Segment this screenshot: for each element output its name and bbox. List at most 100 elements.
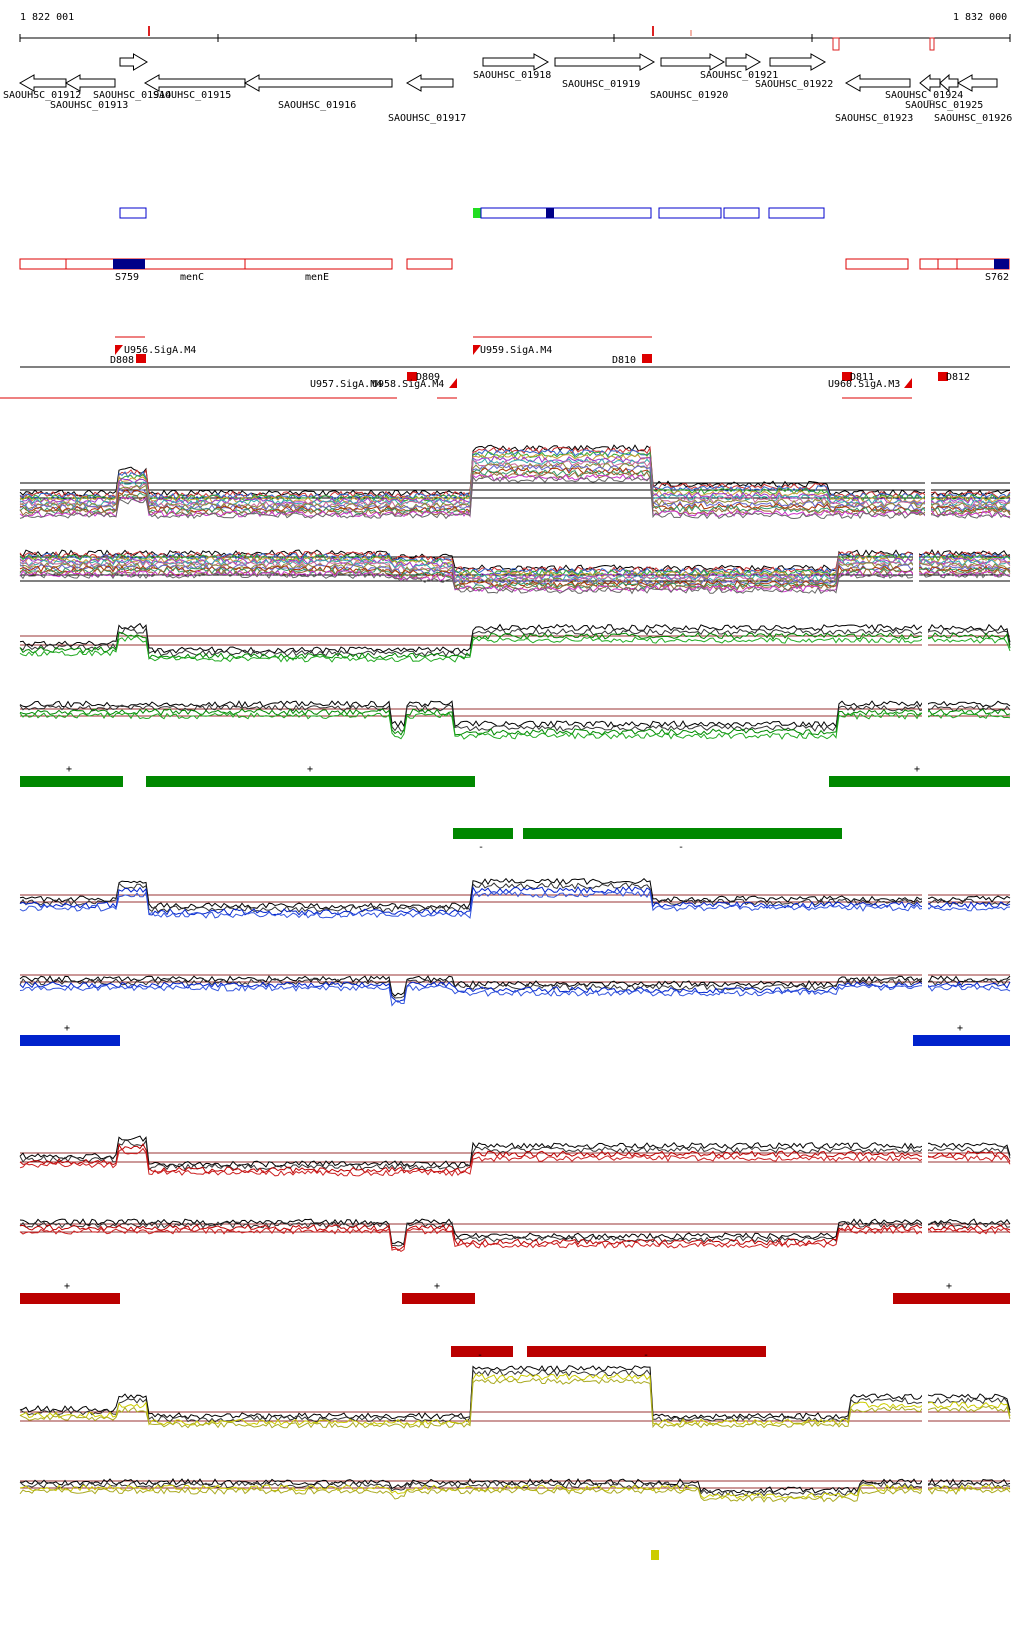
strand-plus-mark: + bbox=[957, 1023, 963, 1034]
gene-arrow bbox=[405, 74, 454, 92]
strand-plus-mark: + bbox=[434, 1281, 440, 1292]
data-gap bbox=[922, 1365, 928, 1465]
gene-arrow bbox=[919, 73, 941, 93]
promoter-track: U956.SigA.M4 D808 U957.SigA.M4 U958.SigA… bbox=[0, 336, 1010, 399]
expression-trace bbox=[19, 1218, 1011, 1246]
expression-trace bbox=[19, 1481, 1011, 1497]
gene-arrow bbox=[660, 53, 726, 71]
expression-profiles bbox=[19, 444, 1011, 1538]
gene-label: SAOUHSC_01917 bbox=[388, 113, 466, 124]
gene-track: SAOUHSC_01912SAOUHSC_01913SAOUHSC_01914S… bbox=[3, 53, 1012, 124]
expression-trace bbox=[19, 1484, 1011, 1500]
expression-trace bbox=[19, 632, 1011, 660]
expression-trace bbox=[19, 571, 1011, 595]
expression-trace bbox=[19, 1227, 1011, 1253]
gene-arrow bbox=[482, 53, 550, 71]
data-gap bbox=[922, 855, 928, 955]
strand-plus-mark: + bbox=[64, 1023, 70, 1034]
expression-trace bbox=[19, 984, 1011, 1007]
rna-label-s759: S759 bbox=[115, 272, 139, 283]
data-gap bbox=[922, 1112, 928, 1212]
expression-trace bbox=[19, 712, 1011, 740]
coord-start: 1 822 001 bbox=[20, 12, 75, 23]
promoter-label-u956: U956.SigA.M4 bbox=[124, 345, 196, 356]
expression-trace bbox=[19, 1143, 1011, 1175]
expression-trace bbox=[19, 1368, 1011, 1423]
data-gap bbox=[922, 662, 928, 762]
segment-track-yellow bbox=[651, 1550, 659, 1560]
gene-label: SAOUHSC_01914 bbox=[93, 90, 171, 101]
data-gap bbox=[922, 1178, 928, 1278]
gene-label: SAOUHSC_01919 bbox=[562, 79, 640, 90]
expression-trace bbox=[19, 1139, 1011, 1171]
terminator-label-d812: D812 bbox=[946, 372, 970, 383]
gene-label: SAOUHSC_01925 bbox=[905, 100, 983, 111]
strand-plus-mark: + bbox=[66, 764, 72, 775]
expression-trace bbox=[19, 1365, 1011, 1420]
expression-trace bbox=[19, 1477, 1011, 1494]
strand-plus-mark: + bbox=[946, 1281, 952, 1292]
gene-label: SAOUHSC_01913 bbox=[50, 100, 128, 111]
gene-label: SAOUHSC_01921 bbox=[700, 70, 778, 81]
promoter-label-u958: U958.SigA.M4 bbox=[372, 379, 444, 390]
segment-track-red: + + + - - bbox=[20, 1281, 1010, 1361]
terminator-label-d810: D810 bbox=[612, 355, 636, 366]
data-gap bbox=[922, 1438, 928, 1538]
expression-trace bbox=[19, 981, 1011, 1003]
transcript-track-blue bbox=[119, 207, 825, 219]
gene-arrow bbox=[64, 74, 116, 92]
expression-trace bbox=[19, 978, 1011, 999]
terminator-label-d808: D808 bbox=[110, 355, 134, 366]
segment-track-blue: + + bbox=[20, 1023, 1010, 1046]
coord-end: 1 832 000 bbox=[953, 12, 1008, 23]
strand-minus-mark: - bbox=[478, 842, 484, 853]
expression-trace bbox=[19, 1147, 1011, 1177]
expression-trace bbox=[19, 889, 1011, 919]
expression-trace bbox=[19, 622, 1011, 654]
expression-trace bbox=[19, 1377, 1011, 1429]
expression-trace bbox=[19, 1373, 1011, 1427]
expression-trace bbox=[19, 635, 1011, 663]
coordinate-ruler bbox=[19, 26, 1011, 51]
expression-trace bbox=[19, 885, 1011, 916]
terminator-label-d809: D809 bbox=[416, 372, 440, 383]
strand-plus-mark: + bbox=[307, 764, 313, 775]
terminator-label-d811: D811 bbox=[850, 372, 874, 383]
gene-arrow bbox=[143, 74, 246, 92]
strand-minus-mark: - bbox=[477, 1350, 483, 1361]
expression-trace bbox=[19, 1221, 1011, 1247]
gene-label: SAOUHSC_01922 bbox=[755, 79, 833, 90]
gene-arrow bbox=[769, 53, 827, 71]
gene-arrow bbox=[725, 53, 762, 71]
gene-label: SAOUHSC_01924 bbox=[885, 90, 963, 101]
gene-label: SAOUHSC_01923 bbox=[835, 113, 913, 124]
promoter-label-u957: U957.SigA.M4 bbox=[310, 379, 382, 390]
expression-trace bbox=[19, 1135, 1011, 1168]
expression-trace bbox=[19, 626, 1011, 657]
gene-arrow bbox=[844, 74, 911, 92]
data-gap bbox=[922, 600, 928, 700]
rna-feature-track: S759 menC menE S762 bbox=[19, 258, 1010, 283]
promoter-label-u960: U960.SigA.M3 bbox=[828, 379, 900, 390]
strand-minus-mark: - bbox=[678, 842, 684, 853]
gene-label: SAOUHSC_01920 bbox=[650, 90, 728, 101]
gene-arrow bbox=[18, 74, 67, 92]
expression-trace bbox=[19, 1487, 1011, 1503]
promoter-label-u959: U959.SigA.M4 bbox=[480, 345, 552, 356]
expression-trace bbox=[19, 700, 1011, 728]
strand-plus-mark: + bbox=[64, 1281, 70, 1292]
data-gap bbox=[925, 455, 931, 555]
gene-label: SAOUHSC_01918 bbox=[473, 70, 551, 81]
gene-arrow bbox=[956, 74, 998, 92]
data-gap bbox=[913, 515, 919, 615]
expression-trace bbox=[19, 708, 1011, 736]
expression-trace bbox=[19, 975, 1011, 997]
rna-label-mene: menE bbox=[305, 272, 329, 283]
strand-plus-mark: + bbox=[914, 764, 920, 775]
expression-trace bbox=[19, 877, 1011, 911]
expression-trace bbox=[19, 704, 1011, 732]
gene-arrow bbox=[939, 73, 959, 93]
rna-label-menc: menC bbox=[180, 272, 204, 283]
segment-track-green: + + + - - bbox=[20, 764, 1010, 853]
